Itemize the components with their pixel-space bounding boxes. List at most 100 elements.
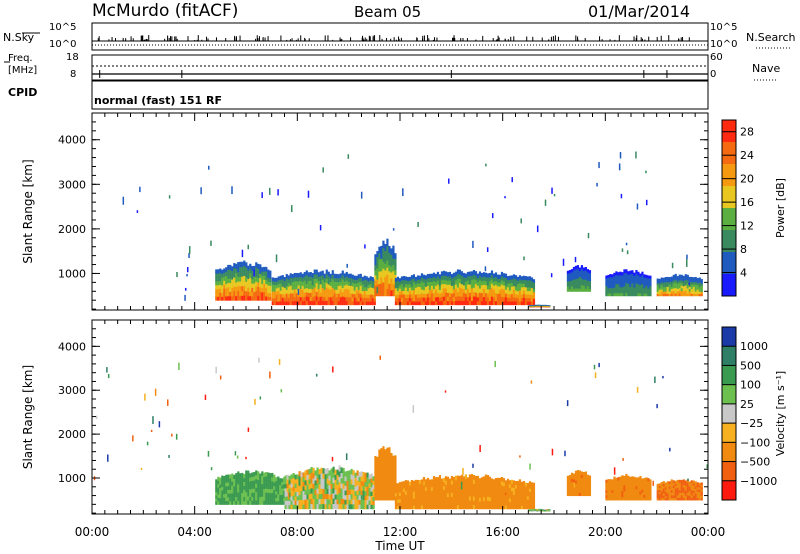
velocity-cell <box>430 494 434 499</box>
velocity-cell <box>617 488 620 492</box>
power-cell <box>627 274 630 278</box>
power-cell <box>233 267 236 273</box>
power-cell <box>456 269 460 275</box>
velocity-cell <box>273 478 276 483</box>
power-cell <box>227 278 230 284</box>
power-cell <box>404 279 408 285</box>
power-cell <box>623 285 626 290</box>
freq-label: Freq. <box>8 53 33 64</box>
power-cell <box>444 271 448 277</box>
power-cell <box>402 301 406 306</box>
power-cell <box>700 287 703 290</box>
power-cell <box>662 284 665 288</box>
velocity-cell <box>641 491 644 496</box>
velocity-cell <box>402 505 406 510</box>
power-cell <box>641 277 644 282</box>
velocity-cell <box>538 508 541 510</box>
velocity-cell <box>394 502 398 507</box>
velocity-cell <box>346 485 349 491</box>
power-cell <box>570 285 574 290</box>
power-cell <box>357 274 360 279</box>
power-cell <box>508 293 512 298</box>
power-cell <box>466 300 470 306</box>
power-speckle <box>360 191 363 199</box>
velocity-cell <box>637 488 640 492</box>
velocity-cell <box>698 495 701 499</box>
power-cell <box>402 297 406 302</box>
power-cell <box>623 275 626 280</box>
velocity-cell <box>613 485 616 489</box>
velocity-cell <box>438 483 442 489</box>
power-cell <box>363 286 366 291</box>
velocity-cell <box>627 481 630 486</box>
velocity-cell <box>446 476 450 482</box>
velocity-cell <box>360 471 363 477</box>
power-cell <box>456 282 460 288</box>
power-cell <box>305 270 308 276</box>
nsky-right-tick-top: 10^5 <box>710 22 738 33</box>
power-cell <box>528 276 532 281</box>
power-cell <box>526 290 530 295</box>
velocity-speckle <box>245 456 247 460</box>
power-cell <box>512 289 516 294</box>
power-cell <box>241 261 244 268</box>
power-cell <box>452 292 456 298</box>
power-cell <box>382 288 385 297</box>
velocity-cell <box>568 493 572 497</box>
power-cell <box>301 277 304 282</box>
velocity-cell <box>286 479 289 484</box>
power-cell <box>281 293 284 298</box>
power-cell <box>243 265 246 271</box>
power-cell <box>694 284 697 287</box>
power-cell <box>492 292 496 298</box>
power-cell <box>291 293 294 298</box>
velocity-cell <box>418 505 422 510</box>
power-cell <box>325 295 328 301</box>
power-cell <box>265 279 268 285</box>
power-cell <box>502 273 506 278</box>
velocity-cell <box>390 464 393 472</box>
power-cell <box>670 283 673 287</box>
power-cell <box>267 288 270 294</box>
velocity-cell <box>676 494 679 498</box>
power-cell <box>394 287 398 292</box>
power-cell <box>498 282 502 287</box>
power-cell <box>605 283 608 287</box>
velocity-cell <box>392 483 395 490</box>
velocity-cell <box>670 497 673 501</box>
power-cell <box>633 292 636 297</box>
velocity-cell <box>424 501 428 506</box>
power-cell <box>259 273 262 279</box>
power-cell <box>269 285 272 290</box>
velocity-cell <box>530 495 534 500</box>
power-cell <box>436 288 440 293</box>
power-speckle <box>626 250 629 255</box>
velocity-cell <box>404 480 408 485</box>
velocity-cell <box>645 494 648 498</box>
power-cell <box>510 279 514 284</box>
velocity-cell <box>528 491 532 496</box>
velocity-cell <box>576 489 580 493</box>
power-cell <box>450 274 454 279</box>
velocity-cell <box>364 481 367 487</box>
power-cell <box>490 270 494 276</box>
velocity-cell <box>678 479 681 483</box>
power-cell <box>305 287 308 293</box>
power-cell <box>629 286 632 290</box>
colorbar-tick-label: −500 <box>740 456 770 469</box>
power-cell <box>359 300 362 306</box>
power-cell <box>225 291 228 297</box>
power-cell <box>420 285 424 290</box>
velocity-cell <box>286 487 289 493</box>
power-cell <box>317 284 320 289</box>
power-cell <box>388 246 391 253</box>
velocity-cell <box>277 497 280 502</box>
power-cell <box>426 277 430 283</box>
power-cell <box>504 289 508 294</box>
power-cell <box>522 282 526 288</box>
velocity-cell <box>572 492 576 497</box>
power-cell <box>301 300 304 306</box>
velocity-cell <box>668 492 671 496</box>
velocity-speckle <box>472 463 474 468</box>
